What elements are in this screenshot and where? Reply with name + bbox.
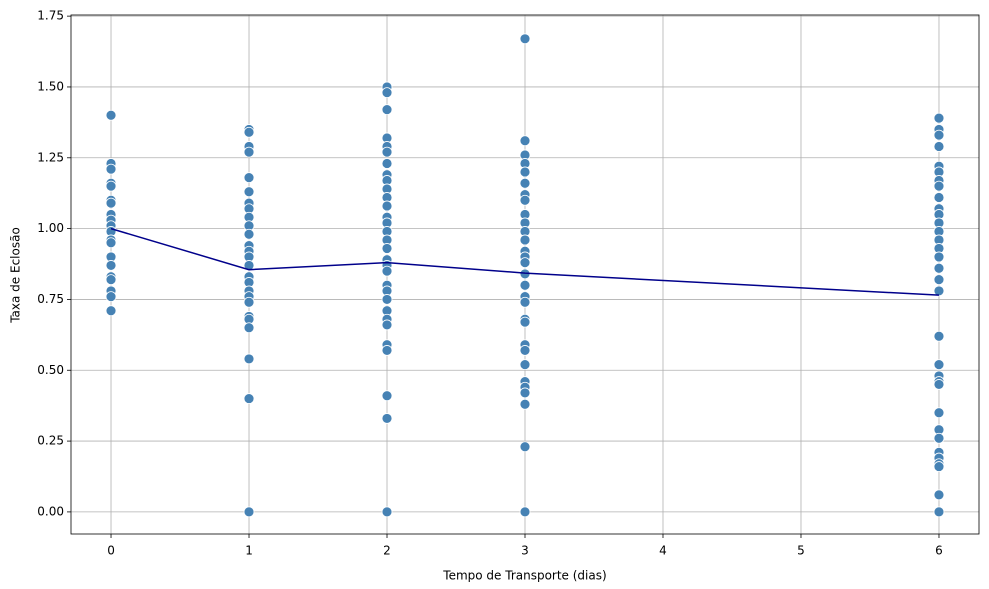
point [933, 407, 945, 419]
x-tick-label: 2 [383, 544, 391, 558]
point [105, 291, 117, 302]
point [933, 432, 945, 444]
point [933, 506, 945, 518]
point [381, 146, 393, 158]
point [519, 296, 531, 308]
point [105, 109, 117, 121]
y-tick-label: 0.00 [37, 504, 64, 518]
point [519, 441, 531, 453]
x-tick-label: 6 [935, 544, 943, 558]
point [381, 104, 393, 116]
y-tick-label: 1.25 [37, 150, 64, 164]
point [381, 265, 393, 277]
point [933, 489, 945, 501]
point [381, 294, 393, 305]
point [381, 345, 393, 356]
y-tick-label: 1.50 [37, 79, 64, 93]
plot-frame [70, 14, 980, 535]
point [381, 200, 393, 212]
point [105, 197, 117, 209]
point [519, 345, 531, 356]
y-tick-label: 0.25 [37, 434, 64, 448]
x-tick-label: 3 [521, 544, 529, 558]
point [933, 285, 945, 297]
y-tick-label: 1.75 [37, 9, 64, 23]
point [519, 135, 531, 147]
point [933, 359, 945, 370]
point [381, 413, 393, 424]
point [933, 141, 945, 152]
point [933, 330, 945, 342]
point [519, 257, 531, 269]
point [243, 393, 255, 404]
point [933, 112, 945, 124]
point [381, 390, 393, 402]
y-tick-label: 0.75 [37, 292, 64, 306]
point [243, 296, 255, 308]
point [519, 33, 531, 45]
point [519, 166, 531, 178]
point [933, 262, 945, 274]
point [243, 172, 255, 184]
point [243, 322, 255, 334]
point [519, 359, 531, 370]
x-axis-label: Tempo de Transporte (dias) [442, 569, 606, 583]
point [933, 461, 945, 472]
point [519, 279, 531, 291]
point [519, 194, 531, 206]
x-tick-label: 0 [107, 544, 115, 558]
point [243, 506, 255, 518]
point [933, 251, 945, 263]
point [105, 237, 117, 249]
point [381, 87, 393, 99]
point [243, 353, 255, 365]
point [933, 379, 945, 390]
x-tick-label: 4 [659, 544, 667, 558]
point [519, 234, 531, 246]
point [243, 228, 255, 240]
point [933, 192, 945, 203]
x-tick-label: 1 [245, 544, 253, 558]
mean-line [110, 227, 940, 296]
point [381, 158, 393, 169]
point [933, 129, 945, 141]
point [243, 186, 255, 198]
point [519, 177, 531, 189]
point [519, 316, 531, 328]
point [933, 274, 945, 285]
x-tick-label: 5 [797, 544, 805, 558]
y-tick-label: 1.00 [37, 221, 64, 235]
point [381, 243, 393, 254]
point [243, 126, 255, 138]
point [933, 180, 945, 192]
point [519, 387, 531, 399]
point [105, 163, 117, 175]
point [381, 319, 393, 331]
point [519, 506, 531, 518]
point [381, 506, 393, 518]
point [105, 305, 117, 317]
point [105, 180, 117, 192]
point [519, 398, 531, 410]
point [105, 274, 117, 285]
point [105, 260, 117, 271]
y-axis-label: Taxa de Eclosão [9, 227, 23, 324]
point [243, 146, 255, 158]
y-tick-label: 0.50 [37, 363, 64, 377]
